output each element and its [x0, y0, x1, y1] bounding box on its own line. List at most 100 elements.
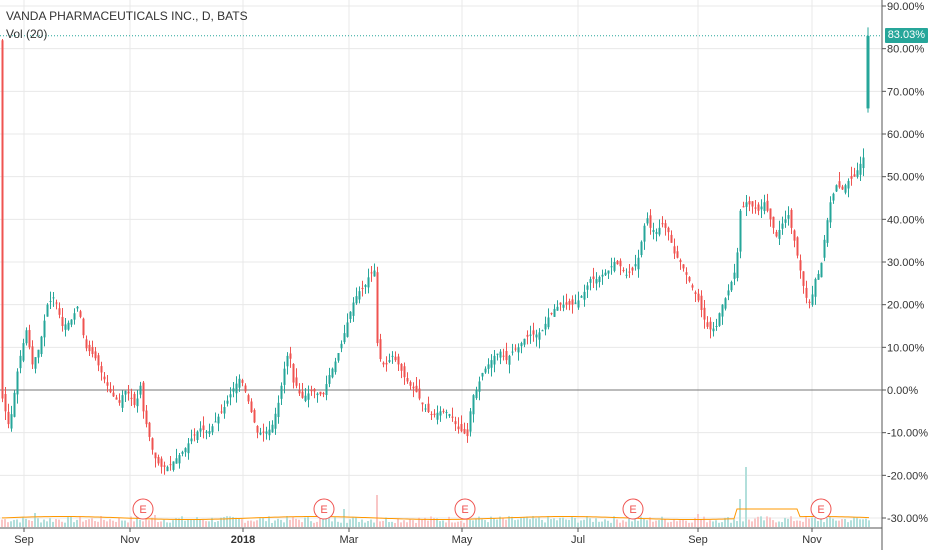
- volume-bar: [781, 522, 783, 527]
- candle-body: [529, 334, 532, 336]
- candle-body: [823, 239, 826, 258]
- volume-bar: [808, 518, 810, 527]
- volume-bar: [247, 520, 249, 527]
- volume-bar: [214, 522, 216, 527]
- volume-bar: [181, 516, 183, 527]
- volume-bar: [58, 519, 60, 527]
- candle-body: [652, 230, 655, 233]
- volume-bar: [679, 520, 681, 527]
- volume-bar: [796, 520, 798, 527]
- volume-bar: [445, 522, 447, 527]
- candle-body: [412, 386, 415, 389]
- volume-bar: [463, 522, 465, 527]
- volume-bar: [457, 521, 459, 527]
- volume-bar: [553, 518, 555, 527]
- candle-body: [601, 274, 604, 277]
- candle-body: [73, 313, 76, 320]
- candle-body: [256, 426, 259, 433]
- candle-body: [139, 385, 142, 395]
- volume-bar: [745, 467, 747, 527]
- candle-body: [643, 225, 646, 242]
- volume-bar: [583, 519, 585, 527]
- volume-bar: [868, 520, 870, 527]
- volume-bar: [52, 521, 54, 527]
- volume-bar: [55, 519, 57, 527]
- volume-bar: [562, 517, 564, 527]
- candle-body: [838, 181, 841, 188]
- candle-body: [97, 355, 100, 366]
- candle-body: [526, 334, 529, 337]
- candle-body: [592, 276, 595, 280]
- x-tick-label: Nov: [120, 534, 140, 546]
- candle-body: [664, 223, 667, 228]
- candle-body: [394, 356, 397, 361]
- volume-bar: [667, 522, 669, 527]
- candle-body: [736, 252, 739, 278]
- volume-bar: [142, 521, 144, 527]
- volume-bar: [856, 517, 858, 527]
- candle-body: [403, 366, 406, 378]
- volume-bar: [361, 519, 363, 527]
- volume-bar: [310, 521, 312, 527]
- candle-body: [67, 322, 70, 330]
- volume-indicator-label[interactable]: Vol (20): [6, 27, 48, 41]
- volume-bar: [211, 517, 213, 527]
- y-tick-label: -10.00%: [887, 428, 928, 440]
- candle-body: [433, 413, 436, 415]
- candle-body: [391, 355, 394, 357]
- volume-bar: [844, 519, 846, 527]
- candle-body: [448, 414, 451, 416]
- volume-bar: [652, 521, 654, 527]
- volume-bar: [76, 519, 78, 527]
- volume-bar: [43, 519, 45, 527]
- volume-bar: [19, 522, 21, 527]
- candle-body: [307, 393, 310, 400]
- candle-body: [718, 313, 721, 326]
- candle-body: [64, 324, 67, 330]
- volume-bar: [496, 519, 498, 527]
- volume-bar: [418, 517, 420, 527]
- volume-bar: [85, 520, 87, 527]
- volume-bar: [298, 519, 300, 527]
- candle-body: [832, 193, 835, 201]
- volume-bar: [634, 517, 636, 527]
- candle-body: [349, 311, 352, 319]
- candle-body: [295, 377, 298, 386]
- volume-bar: [712, 521, 714, 527]
- volume-bar: [301, 522, 303, 527]
- candle-body: [616, 260, 619, 265]
- candle-body: [163, 465, 166, 467]
- candle-body: [850, 176, 853, 179]
- candle-body: [178, 455, 181, 464]
- candle-body: [118, 400, 121, 403]
- candle-body: [844, 185, 847, 193]
- candle-body: [85, 339, 88, 349]
- x-tick-label: 2018: [231, 534, 255, 546]
- candle-body: [784, 219, 787, 223]
- candle-body: [388, 360, 391, 362]
- candle-body: [115, 397, 118, 400]
- candle-body: [121, 395, 124, 408]
- volume-bar: [511, 516, 513, 527]
- candle-body: [112, 392, 115, 397]
- volume-bar: [826, 518, 828, 527]
- volume-bar: [172, 520, 174, 527]
- volume-bar: [577, 522, 579, 527]
- volume-bar: [328, 516, 330, 527]
- volume-bar: [67, 516, 69, 527]
- volume-bar: [481, 519, 483, 527]
- volume-bar: [91, 518, 93, 527]
- volume-bar: [832, 518, 834, 527]
- candle-body: [148, 422, 151, 437]
- candle-body: [157, 456, 160, 464]
- volume-bar: [487, 522, 489, 527]
- y-tick-label: 20.00%: [887, 300, 925, 312]
- volume-bar: [256, 520, 258, 527]
- candle-body: [352, 302, 355, 316]
- candle-body: [637, 257, 640, 270]
- volume-bar: [748, 519, 750, 527]
- volume-bar: [727, 517, 729, 527]
- candle-body: [754, 207, 757, 209]
- volume-bar: [592, 521, 594, 527]
